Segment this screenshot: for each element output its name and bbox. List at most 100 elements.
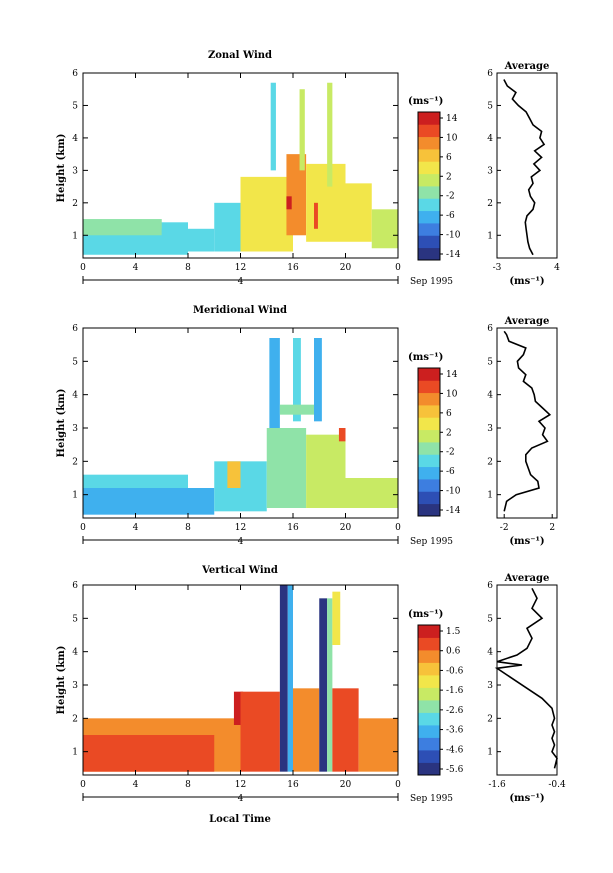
average-profile: Average 1 2 3 4 5 6 -3 4 (ms⁻¹) <box>487 61 560 287</box>
colorbar-label: 0.6 <box>446 647 461 657</box>
y-ticks: 1 2 3 4 5 6 <box>72 69 398 241</box>
colorbar-swatch <box>418 491 440 505</box>
colorbar-swatch <box>418 762 440 776</box>
colorbar-swatch <box>418 725 440 738</box>
colorbar-swatch <box>418 417 440 431</box>
x-tick-label: 0 <box>395 780 401 790</box>
profile-y-tick-label: 6 <box>487 69 493 79</box>
x-tick-label: 8 <box>185 780 191 790</box>
y-axis-label: Height (km) <box>56 389 67 458</box>
colorbar-swatch <box>418 442 440 455</box>
profile-y-tick-label: 3 <box>487 424 493 434</box>
x-tick-label: 16 <box>287 263 299 273</box>
y-tick-label: 5 <box>72 614 78 624</box>
panel-meridional-wind: Meridional Wind Height (km) 0 4 8 12 16 20 0 1… <box>56 305 558 547</box>
colorbar-swatch <box>418 149 440 162</box>
y-tick-label: 6 <box>72 581 78 591</box>
heatmap-cell <box>214 202 241 252</box>
profile-y-tick-label: 3 <box>487 166 493 176</box>
date-label: Sep 1995 <box>410 794 453 804</box>
profile-x-tick-label: -3 <box>493 263 502 273</box>
profile-y-tick-label: 3 <box>487 681 493 691</box>
x-tick-label: 4 <box>133 523 139 533</box>
profile-y-tick-label: 1 <box>487 491 493 501</box>
heatmap-cell <box>338 428 346 442</box>
colorbar-swatch <box>418 454 440 468</box>
y-tick-label: 3 <box>72 166 78 176</box>
y-tick-label: 2 <box>72 457 78 467</box>
profile-y-tick-label: 1 <box>487 231 493 241</box>
colorbar-swatch <box>418 392 440 406</box>
x-tick-label: 4 <box>133 780 139 790</box>
profile-y-tick-label: 4 <box>487 648 493 658</box>
colorbar-swatch <box>418 124 440 138</box>
colorbar-frame <box>417 111 441 261</box>
profile-y-tick-label: 2 <box>487 457 493 467</box>
y-tick-label: 2 <box>72 714 78 724</box>
y-axis-label: Height (km) <box>56 134 67 203</box>
profile-x-tick-label: -2 <box>500 523 509 533</box>
colorbar-label: -5.6 <box>446 765 464 775</box>
x-tick-label: 16 <box>287 523 299 533</box>
heatmap-cell <box>227 461 241 488</box>
profile-y-tick-label: 4 <box>487 134 493 144</box>
x-tick-label: 8 <box>185 523 191 533</box>
colorbar-label: 10 <box>446 133 458 143</box>
profile-y-tick-label: 5 <box>487 614 493 624</box>
profile-frame <box>496 327 558 519</box>
colorbar-swatch <box>418 210 440 224</box>
heatmap-field <box>83 82 398 255</box>
profile-x-tick-label: 4 <box>554 263 560 273</box>
y-tick-label: 2 <box>72 199 78 209</box>
date-axis: 4 Sep 1995 <box>82 793 453 804</box>
colorbar-label: -6 <box>446 211 455 221</box>
x-ticks: 0 4 8 12 16 20 0 <box>80 585 401 790</box>
heatmap-cell <box>319 598 328 772</box>
profile-title: Average <box>504 316 550 327</box>
profile-line <box>503 330 552 512</box>
profile-frame <box>496 72 558 259</box>
colorbar-label: -2 <box>446 192 455 202</box>
date-day-label: 4 <box>238 537 244 547</box>
colorbar-label: -3.6 <box>446 726 464 736</box>
heatmap-cell <box>286 196 292 210</box>
x-tick-label: 20 <box>340 263 352 273</box>
x-tick-label: 0 <box>80 780 86 790</box>
colorbar-swatch <box>418 637 440 651</box>
heatmap-cell <box>358 718 398 772</box>
x-tick-label: 12 <box>235 263 246 273</box>
colorbar-swatch <box>418 625 440 638</box>
heatmap-cell <box>299 89 305 171</box>
colorbar-label: 6 <box>446 153 452 163</box>
colorbar: (ms⁻¹)14 10 6 2 -2 -6 -10 -14 <box>408 96 461 261</box>
heatmap-cell <box>314 338 322 422</box>
colorbar-swatch <box>418 186 440 199</box>
profile-x-label: (ms⁻¹) <box>509 536 544 547</box>
heatmap-cell <box>345 183 372 242</box>
colorbar-swatch <box>418 247 440 261</box>
colorbar-frame <box>417 624 441 776</box>
heatmap-field <box>83 338 398 515</box>
heatmap-cell <box>327 82 333 187</box>
x-ticks: 0 4 8 12 16 20 0 <box>80 73 401 273</box>
heatmap-cell <box>293 338 301 422</box>
heatmap-cell <box>332 591 341 645</box>
colorbar-swatch <box>418 675 440 688</box>
heatmap-cell <box>269 338 280 428</box>
heatmap-cell <box>345 478 398 508</box>
x-tick-label: 8 <box>185 263 191 273</box>
colorbar-label: -6 <box>446 467 455 477</box>
profile-title: Average <box>504 61 550 72</box>
heatmap-cell <box>293 688 320 772</box>
colorbar-swatch <box>418 112 440 125</box>
y-ticks: 1 2 3 4 5 6 <box>72 581 398 758</box>
profile-x-label: (ms⁻¹) <box>509 276 544 287</box>
profile-y-tick-label: 2 <box>487 199 493 209</box>
heatmap-cell <box>83 735 215 772</box>
y-axis-label: Height (km) <box>56 646 67 715</box>
colorbar-swatch <box>418 223 440 236</box>
colorbar-unit: (ms⁻¹) <box>408 609 443 620</box>
date-axis: 4 Sep 1995 <box>82 536 453 547</box>
heatmap-cell <box>332 688 359 772</box>
colorbar: (ms⁻¹)1.5 0.6 -0.6 -1.6 -2.6 -3.6 -4.6 -5.6 <box>408 609 464 776</box>
